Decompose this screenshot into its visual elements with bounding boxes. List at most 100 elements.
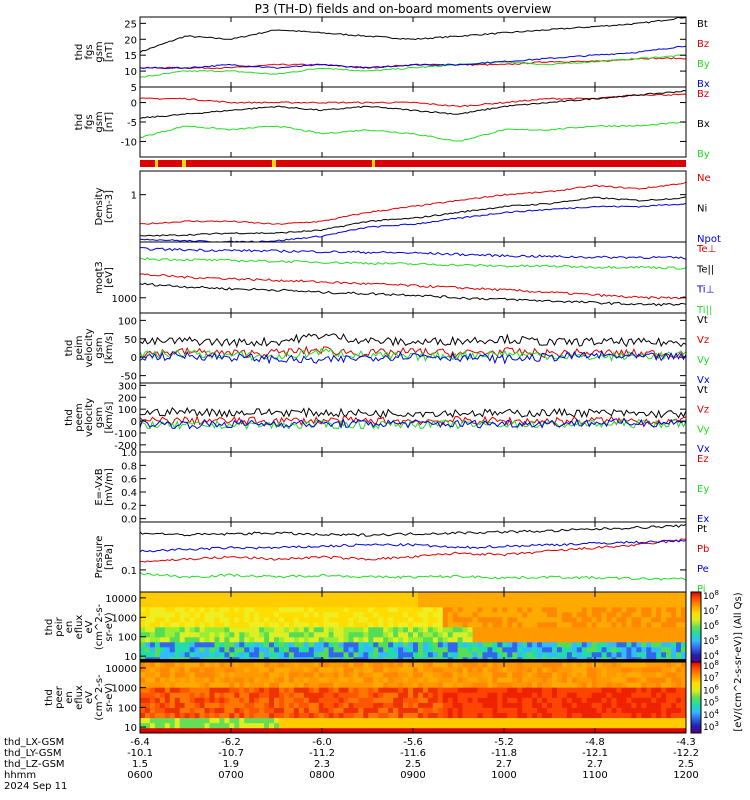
spectrogram-cell xyxy=(566,617,573,623)
spectrogram-cell xyxy=(666,642,672,648)
spectrogram-cell xyxy=(308,677,315,683)
spectrogram-cell xyxy=(676,692,682,698)
spectrogram-cell xyxy=(676,702,682,708)
spectrogram-cell xyxy=(264,677,270,683)
spectrogram-cell xyxy=(154,702,161,708)
spectrogram-cell xyxy=(556,717,563,724)
spectrogram-cell xyxy=(343,602,349,608)
spectrogram-cell xyxy=(586,697,592,703)
spectrogram-cell xyxy=(517,637,523,643)
spectrogram-cell xyxy=(140,722,146,729)
spectrogram-cell xyxy=(512,652,518,658)
spectrogram-cell xyxy=(437,597,444,603)
spectrogram-cell xyxy=(447,682,454,688)
spectrogram-cell xyxy=(303,707,310,714)
spectrogram-cell xyxy=(199,607,205,613)
spectrogram-cell xyxy=(681,697,687,703)
spectrogram-cell xyxy=(417,617,424,623)
spectrogram-cell xyxy=(487,652,493,658)
spectrogram-cell xyxy=(422,602,429,608)
spectrogram-cell xyxy=(676,597,682,603)
spectrogram-cell xyxy=(417,667,424,673)
spectrogram-cell xyxy=(596,712,602,719)
spectrogram-cell xyxy=(497,707,503,714)
spectrogram-cell xyxy=(363,627,369,633)
spectrogram-cell xyxy=(348,687,354,693)
spectrogram-cell xyxy=(348,607,354,613)
spectrogram-cell xyxy=(179,637,185,643)
spectrogram-cell xyxy=(343,707,349,714)
spectrogram-cell xyxy=(274,597,280,603)
spectrogram-cell xyxy=(467,632,473,638)
spectrogram-cell xyxy=(542,642,548,648)
spectrogram-cell xyxy=(606,687,612,693)
spectrogram-cell xyxy=(591,652,597,658)
spectrogram-cell xyxy=(507,632,513,638)
spectrogram-cell xyxy=(636,642,642,648)
spectrogram-cell xyxy=(442,672,449,678)
spectrogram-cell xyxy=(477,652,483,658)
spectrogram-cell xyxy=(442,682,449,688)
spectrogram-cell xyxy=(234,667,240,673)
spectrogram-cell xyxy=(199,687,205,693)
spectrogram-cell xyxy=(601,697,607,703)
spectrogram-cell xyxy=(502,672,508,678)
spectrogram-cell xyxy=(343,687,349,693)
spectrogram-cell xyxy=(318,607,324,613)
spectrogram-cell xyxy=(179,672,185,678)
spectrogram-cell xyxy=(551,622,558,628)
spectrogram-cell xyxy=(298,672,305,678)
spectrogram-cell xyxy=(214,687,220,693)
spectrogram-cell xyxy=(189,727,195,734)
spectrogram-cell xyxy=(656,727,662,734)
spectrogram-cell xyxy=(298,687,305,693)
spectrogram-cell xyxy=(432,717,439,724)
panel-10-ylabel: en xyxy=(64,691,75,704)
spectrogram-cell xyxy=(551,612,558,618)
spectrogram-cell xyxy=(274,677,280,683)
spectrogram-cell xyxy=(244,612,250,618)
spectrogram-cell xyxy=(288,612,295,618)
spectrogram-cell xyxy=(646,672,652,678)
spectrogram-cell xyxy=(497,617,503,623)
spectrogram-cell xyxy=(214,677,220,683)
spectrogram-cell xyxy=(224,612,230,618)
spectrogram-cell xyxy=(462,727,468,734)
spectrogram-cell xyxy=(502,707,508,714)
spectrogram-cell xyxy=(507,647,513,653)
spectrogram-cell xyxy=(209,682,215,688)
spectrogram-cell xyxy=(169,687,176,693)
spectrogram-cell xyxy=(398,642,404,648)
spectrogram-cell xyxy=(179,647,185,653)
spectrogram-cell xyxy=(378,617,384,623)
spectrogram-cell xyxy=(596,707,602,714)
spectrogram-cell xyxy=(388,592,394,598)
spectrogram-cell xyxy=(204,707,210,714)
spectrogram-cell xyxy=(527,627,533,633)
y-tick-label: -200 xyxy=(114,441,137,452)
spectrogram-cell xyxy=(358,712,364,719)
spectrogram-cell xyxy=(383,597,389,603)
spectrogram-cell xyxy=(606,717,612,724)
spectrogram-cell xyxy=(318,652,324,658)
spectrogram-cell xyxy=(671,647,677,653)
spectrogram-cell xyxy=(234,627,240,633)
spectrogram-cell xyxy=(358,652,364,658)
spectrogram-cell xyxy=(671,652,677,658)
spectrogram-cell xyxy=(551,642,558,648)
spectrogram-cell xyxy=(621,667,627,673)
spectrogram-cell xyxy=(333,722,339,729)
spectrogram-cell xyxy=(671,702,677,708)
spectrogram-cell xyxy=(274,652,280,658)
y-tick-label: 1 xyxy=(131,191,137,202)
spectrogram-cell xyxy=(353,727,359,734)
spectrogram-cell xyxy=(591,697,597,703)
spectrogram-cell xyxy=(184,617,190,623)
spectrogram-cell xyxy=(606,702,612,708)
spectrogram-cell xyxy=(641,717,647,724)
spectrogram-cell xyxy=(408,642,414,648)
spectrogram-cell xyxy=(507,602,513,608)
spectrogram-cell xyxy=(164,727,171,734)
spectrogram-cell xyxy=(194,727,200,734)
spectrogram-cell xyxy=(264,632,270,638)
